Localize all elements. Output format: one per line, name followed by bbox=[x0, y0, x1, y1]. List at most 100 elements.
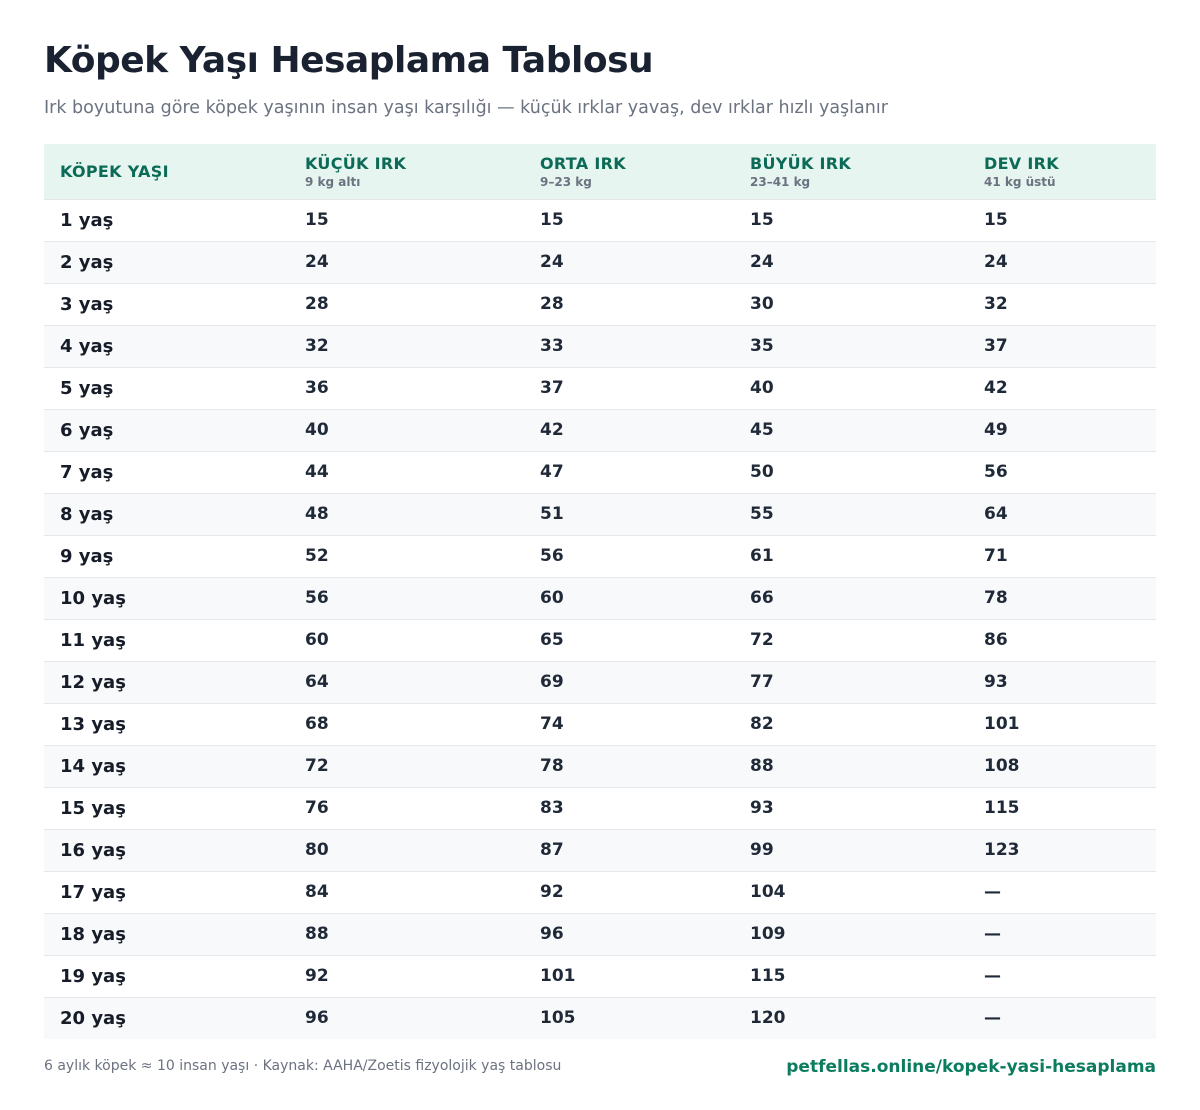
table-row: 6 yaş 40 42 45 49 bbox=[44, 409, 1156, 451]
column-header-label: DEV IRK bbox=[984, 153, 1059, 173]
cell-medium-breed: 101 bbox=[540, 966, 576, 986]
cell-small-breed: 72 bbox=[305, 756, 329, 776]
column-header-label: ORTA IRK bbox=[540, 153, 626, 173]
table-row: 3 yaş 28 28 30 32 bbox=[44, 283, 1156, 325]
cell-dog-age: 3 yaş bbox=[60, 293, 114, 315]
column-header-large-breed: BÜYÜK IRK 23–41 kg bbox=[750, 144, 984, 199]
cell-giant-breed: 115 bbox=[984, 798, 1020, 818]
cell-small-breed: 80 bbox=[305, 840, 329, 860]
cell-dog-age: 7 yaş bbox=[60, 461, 114, 483]
cell-giant-breed: 78 bbox=[984, 588, 1008, 608]
cell-medium-breed: 42 bbox=[540, 420, 564, 440]
table-row: 17 yaş 84 92 104 — bbox=[44, 871, 1156, 913]
cell-giant-breed: 56 bbox=[984, 462, 1008, 482]
cell-giant-breed: — bbox=[984, 1008, 1001, 1029]
cell-dog-age: 5 yaş bbox=[60, 377, 114, 399]
cell-small-breed: 15 bbox=[305, 210, 329, 230]
table-header: KÖPEK YAŞI KÜÇÜK IRK 9 kg altı ORTA IRK … bbox=[44, 144, 1156, 199]
cell-large-breed: 24 bbox=[750, 252, 774, 272]
table-row: 12 yaş 64 69 77 93 bbox=[44, 661, 1156, 703]
cell-medium-breed: 37 bbox=[540, 378, 564, 398]
cell-medium-breed: 69 bbox=[540, 672, 564, 692]
cell-large-breed: 115 bbox=[750, 966, 786, 986]
cell-small-breed: 96 bbox=[305, 1008, 329, 1029]
table-row: 9 yaş 52 56 61 71 bbox=[44, 535, 1156, 577]
cell-dog-age: 16 yaş bbox=[60, 839, 126, 861]
cell-large-breed: 61 bbox=[750, 546, 774, 566]
cell-large-breed: 55 bbox=[750, 504, 774, 524]
column-header-medium-breed: ORTA IRK 9–23 kg bbox=[540, 144, 750, 199]
column-header-weight: 9–23 kg bbox=[540, 174, 592, 189]
table-row: 2 yaş 24 24 24 24 bbox=[44, 241, 1156, 283]
cell-small-breed: 32 bbox=[305, 336, 329, 356]
cell-giant-breed: 86 bbox=[984, 630, 1008, 650]
cell-small-breed: 76 bbox=[305, 798, 329, 818]
cell-giant-breed: 64 bbox=[984, 504, 1008, 524]
cell-dog-age: 17 yaş bbox=[60, 881, 126, 903]
cell-dog-age: 20 yaş bbox=[60, 1007, 126, 1029]
cell-small-breed: 28 bbox=[305, 294, 329, 314]
cell-medium-breed: 33 bbox=[540, 336, 564, 356]
cell-giant-breed: 32 bbox=[984, 294, 1008, 314]
cell-dog-age: 9 yaş bbox=[60, 545, 114, 567]
cell-small-breed: 40 bbox=[305, 420, 329, 440]
table-header-row: KÖPEK YAŞI KÜÇÜK IRK 9 kg altı ORTA IRK … bbox=[44, 144, 1156, 199]
cell-giant-breed: 71 bbox=[984, 546, 1008, 566]
column-header-label: BÜYÜK IRK bbox=[750, 153, 852, 173]
table-row: 14 yaş 72 78 88 108 bbox=[44, 745, 1156, 787]
cell-large-breed: 15 bbox=[750, 210, 774, 230]
cell-small-breed: 68 bbox=[305, 714, 329, 734]
table-row: 8 yaş 48 51 55 64 bbox=[44, 493, 1156, 535]
cell-giant-breed: 15 bbox=[984, 210, 1008, 230]
cell-dog-age: 8 yaş bbox=[60, 503, 114, 525]
cell-small-breed: 60 bbox=[305, 630, 329, 650]
cell-giant-breed: 42 bbox=[984, 378, 1008, 398]
table-row: 11 yaş 60 65 72 86 bbox=[44, 619, 1156, 661]
table-row: 1 yaş 15 15 15 15 bbox=[44, 199, 1156, 241]
cell-large-breed: 77 bbox=[750, 672, 774, 692]
table-row: 10 yaş 56 60 66 78 bbox=[44, 577, 1156, 619]
cell-medium-breed: 24 bbox=[540, 252, 564, 272]
cell-medium-breed: 60 bbox=[540, 588, 564, 608]
cell-dog-age: 15 yaş bbox=[60, 797, 126, 819]
cell-small-breed: 52 bbox=[305, 546, 329, 566]
cell-small-breed: 92 bbox=[305, 966, 329, 986]
table-row: 5 yaş 36 37 40 42 bbox=[44, 367, 1156, 409]
table-row: 15 yaş 76 83 93 115 bbox=[44, 787, 1156, 829]
cell-dog-age: 1 yaş bbox=[60, 209, 114, 231]
footer-link[interactable]: petfellas.online/kopek-yasi-hesaplama bbox=[786, 1057, 1156, 1077]
cell-giant-breed: — bbox=[984, 882, 1001, 902]
column-header-weight: 41 kg üstü bbox=[984, 174, 1056, 189]
cell-medium-breed: 51 bbox=[540, 504, 564, 524]
cell-giant-breed: 24 bbox=[984, 252, 1008, 272]
table-row: 7 yaş 44 47 50 56 bbox=[44, 451, 1156, 493]
cell-giant-breed: 93 bbox=[984, 672, 1008, 692]
cell-large-breed: 88 bbox=[750, 756, 774, 776]
page-subtitle: Irk boyutuna göre köpek yaşının insan ya… bbox=[44, 98, 888, 118]
cell-large-breed: 104 bbox=[750, 882, 786, 902]
cell-dog-age: 12 yaş bbox=[60, 671, 126, 693]
cell-dog-age: 4 yaş bbox=[60, 335, 114, 357]
cell-large-breed: 109 bbox=[750, 924, 786, 944]
cell-large-breed: 50 bbox=[750, 462, 774, 482]
footer-source-note: 6 aylık köpek ≈ 10 insan yaşı · Kaynak: … bbox=[44, 1058, 562, 1074]
cell-medium-breed: 28 bbox=[540, 294, 564, 314]
cell-giant-breed: 37 bbox=[984, 336, 1008, 356]
cell-small-breed: 56 bbox=[305, 588, 329, 608]
dog-age-table: KÖPEK YAŞI KÜÇÜK IRK 9 kg altı ORTA IRK … bbox=[44, 144, 1156, 1039]
table-row: 18 yaş 88 96 109 — bbox=[44, 913, 1156, 955]
cell-medium-breed: 56 bbox=[540, 546, 564, 566]
table-row: 4 yaş 32 33 35 37 bbox=[44, 325, 1156, 367]
cell-large-breed: 72 bbox=[750, 630, 774, 650]
cell-dog-age: 13 yaş bbox=[60, 713, 126, 735]
table-row: 13 yaş 68 74 82 101 bbox=[44, 703, 1156, 745]
cell-medium-breed: 15 bbox=[540, 210, 564, 230]
cell-small-breed: 48 bbox=[305, 504, 329, 524]
column-header-label: KÜÇÜK IRK bbox=[305, 153, 407, 173]
cell-large-breed: 99 bbox=[750, 840, 774, 860]
cell-large-breed: 82 bbox=[750, 714, 774, 734]
cell-large-breed: 40 bbox=[750, 378, 774, 398]
column-header-weight: 9 kg altı bbox=[305, 174, 361, 189]
column-header-dog-age: KÖPEK YAŞI bbox=[44, 144, 305, 199]
cell-medium-breed: 74 bbox=[540, 714, 564, 734]
